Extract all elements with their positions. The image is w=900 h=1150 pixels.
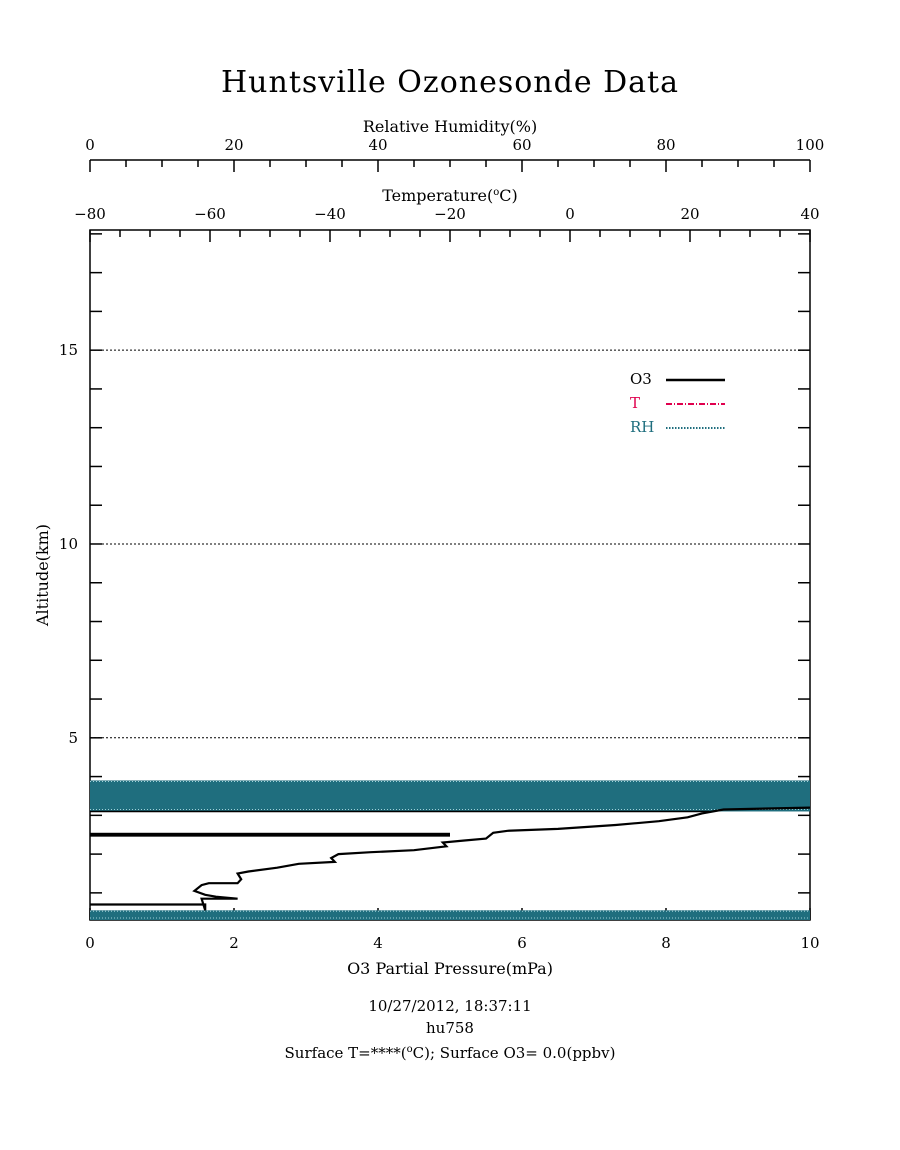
o3-tick-label: 10 [800, 934, 819, 952]
temperature-axis-title-end: C) [499, 186, 517, 205]
footer-datetime: 10/27/2012, 18:37:11 [368, 997, 531, 1015]
plot-frame [89, 229, 811, 921]
temperature-axis-title-main: Temperature( [382, 186, 493, 205]
altitude-tick-label: 5 [68, 729, 78, 747]
o3-tick-label: 8 [661, 934, 671, 952]
o3-axis-title: O3 Partial Pressure(mPa) [347, 959, 553, 978]
o3-tick-label: 2 [229, 934, 239, 952]
gridlines [90, 349, 810, 739]
o3-series-extra [90, 810, 710, 837]
altitude-axis-title: Altitude(km) [33, 524, 52, 627]
legend: O3 T RH [630, 370, 725, 436]
footer-surface-info-sup: o [407, 1044, 413, 1055]
rh-band [90, 780, 810, 812]
temperature-axis-title: Temperature(oC) [382, 186, 518, 205]
o3-tick-label: 0 [85, 934, 95, 952]
footer-station: hu758 [426, 1019, 474, 1037]
temperature-tick-label: −80 [74, 205, 106, 223]
temperature-tick-label: 0 [565, 205, 575, 223]
o3-tick-label: 4 [373, 934, 383, 952]
rh-tick-label: 40 [368, 136, 387, 154]
altitude-tick-label: 15 [59, 341, 78, 359]
rh-axis: 0 20 40 60 80 100 [85, 136, 824, 172]
altitude-axis: 5 10 15 [59, 233, 810, 894]
temperature-axis-title-sup: o [493, 187, 499, 198]
footer-surface-info-b: C); Surface O3= 0.0(ppbv) [413, 1044, 616, 1062]
o3-thick-band [90, 832, 450, 837]
temperature-tick-label: −60 [194, 205, 226, 223]
o3-tick-label: 6 [517, 934, 527, 952]
rh-tick-label: 60 [512, 136, 531, 154]
temperature-tick-label: 20 [680, 205, 699, 223]
rh-tick-label: 20 [224, 136, 243, 154]
rh-axis-title: Relative Humidity(%) [363, 117, 537, 136]
altitude-tick-label: 10 [59, 535, 78, 553]
temperature-tick-label: 40 [800, 205, 819, 223]
o3-series-line [90, 806, 811, 911]
rh-band [90, 910, 810, 920]
rh-tick-label: 100 [796, 136, 825, 154]
legend-label-rh: RH [630, 418, 654, 436]
temperature-tick-label: −40 [314, 205, 346, 223]
temperature-axis: −80 −60 −40 −20 0 20 40 [74, 205, 820, 242]
temperature-tick-label: −20 [434, 205, 466, 223]
legend-label-t: T [630, 394, 640, 412]
chart-title: Huntsville Ozonesonde Data [221, 65, 679, 100]
footer-surface-info: Surface T=****(oC); Surface O3= 0.0(ppbv… [285, 1044, 616, 1062]
legend-label-o3: O3 [630, 370, 652, 388]
rh-tick-label: 0 [85, 136, 95, 154]
rh-series [90, 780, 810, 920]
footer-surface-info-a: Surface T=****( [285, 1044, 407, 1062]
rh-tick-label: 80 [656, 136, 675, 154]
